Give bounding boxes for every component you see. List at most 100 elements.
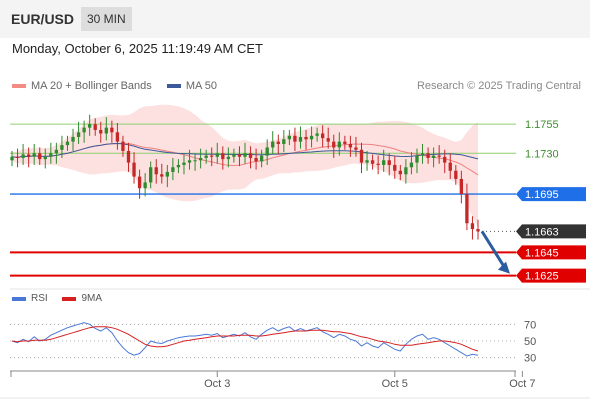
rsi-series-rsi bbox=[11, 322, 479, 357]
candle-body bbox=[365, 160, 369, 163]
candle-body bbox=[82, 127, 86, 133]
candle-body bbox=[459, 178, 464, 195]
x-tick-label-oct-7: Oct 7 bbox=[509, 378, 535, 390]
ma50-legend-label: MA 50 bbox=[185, 80, 218, 93]
candle-body bbox=[393, 164, 397, 171]
candle-body bbox=[160, 174, 164, 177]
bb-legend-swatch bbox=[12, 84, 26, 89]
rsi-tick-70: 70 bbox=[524, 319, 536, 331]
candle-body bbox=[404, 167, 408, 175]
level-tag-1.1645 bbox=[516, 245, 586, 260]
symbol-label[interactable]: EUR/USD bbox=[11, 11, 75, 27]
candle-body bbox=[54, 149, 59, 154]
level-label-1.1730: 1.1730 bbox=[525, 148, 559, 160]
candle-body bbox=[154, 167, 158, 175]
candle-body bbox=[321, 133, 325, 139]
rsi-ma-legend-swatch bbox=[62, 296, 77, 301]
ma50-legend-swatch bbox=[166, 84, 181, 89]
candle-body bbox=[143, 182, 147, 189]
candle-body bbox=[254, 157, 258, 162]
forecast-arrow-line bbox=[480, 230, 508, 271]
candle-body bbox=[259, 155, 264, 162]
candle-body bbox=[171, 167, 175, 172]
candle-body bbox=[326, 138, 330, 142]
forecast-arrow-head bbox=[498, 261, 510, 274]
candle-body bbox=[282, 139, 286, 144]
candle-body bbox=[271, 141, 275, 148]
candle-body bbox=[88, 124, 92, 128]
candle-body bbox=[76, 132, 81, 137]
candle-body bbox=[104, 127, 108, 134]
candle-body bbox=[348, 143, 353, 148]
chart-timestamp: Monday, October 6, 2025 11:19:49 AM CET bbox=[12, 41, 263, 56]
candle-body bbox=[193, 160, 197, 162]
candle-body bbox=[65, 141, 70, 146]
candle-body bbox=[210, 155, 214, 157]
candle-body bbox=[415, 155, 419, 163]
candle-body bbox=[60, 145, 64, 150]
candle-body bbox=[21, 154, 25, 158]
level-tag-1.1663 bbox=[516, 224, 586, 239]
candle-body bbox=[343, 141, 347, 144]
rsi-legend: RSI 9MA bbox=[12, 293, 102, 304]
candle-body bbox=[132, 162, 136, 177]
candle-body bbox=[232, 154, 236, 157]
candle-body bbox=[93, 124, 97, 130]
chart-legend: MA 20 + Bollinger Bands MA 50 bbox=[12, 80, 217, 92]
candle-body bbox=[298, 136, 303, 142]
candle-body bbox=[448, 162, 452, 171]
candle-body bbox=[215, 153, 219, 157]
candle-body bbox=[71, 136, 75, 142]
candle-body bbox=[137, 176, 142, 189]
rsi-tick-30: 30 bbox=[524, 353, 536, 365]
candle-body bbox=[187, 160, 192, 163]
bollinger-band bbox=[12, 104, 478, 228]
candle-body bbox=[38, 153, 42, 160]
candle-body bbox=[182, 162, 186, 165]
candle-body bbox=[431, 155, 436, 158]
level-tag-1.1625 bbox=[516, 268, 586, 283]
level-label-1.1645: 1.1645 bbox=[525, 247, 559, 259]
candle-body bbox=[470, 223, 475, 230]
x-tick-label-oct-3: Oct 3 bbox=[204, 378, 230, 390]
candle-body bbox=[409, 162, 414, 168]
candle-body bbox=[276, 141, 280, 144]
rsi-ma-legend-label: 9MA bbox=[81, 293, 103, 304]
bb-legend-label: MA 20 + Bollinger Bands bbox=[31, 80, 152, 93]
level-tag-1.1695 bbox=[516, 187, 586, 202]
candle-body bbox=[337, 141, 341, 148]
candle-body bbox=[304, 136, 308, 140]
candle-body bbox=[476, 229, 480, 232]
candle-body bbox=[49, 153, 53, 157]
header-bar: EUR/USD 30 MIN bbox=[0, 0, 590, 38]
timeframe-button[interactable]: 30 MIN bbox=[81, 7, 132, 31]
candle-body bbox=[370, 160, 375, 164]
candle-body bbox=[243, 153, 247, 157]
level-label-1.1663: 1.1663 bbox=[525, 226, 559, 238]
candle-body bbox=[465, 194, 469, 224]
candle-body bbox=[110, 127, 114, 133]
candle-body bbox=[165, 171, 169, 177]
candle-body bbox=[376, 163, 380, 165]
candle-body bbox=[382, 160, 386, 165]
candle-body bbox=[437, 155, 441, 157]
candle-body bbox=[226, 156, 231, 160]
candle-body bbox=[443, 156, 447, 163]
level-label-1.1625: 1.1625 bbox=[525, 271, 559, 283]
rsi-series-9ma bbox=[11, 326, 479, 352]
candle-body bbox=[149, 167, 153, 183]
candle-body bbox=[293, 135, 297, 142]
candle-body bbox=[15, 156, 20, 158]
candle-body bbox=[198, 157, 203, 161]
candle-body bbox=[420, 153, 425, 156]
candle-body bbox=[26, 154, 31, 157]
rsi-legend-swatch bbox=[12, 296, 26, 301]
candle-body bbox=[387, 160, 391, 165]
candle-body bbox=[332, 141, 336, 148]
credit-text: Research © 2025 Trading Central bbox=[416, 80, 581, 92]
rsi-tick-50: 50 bbox=[524, 336, 536, 348]
x-tick-label-oct-5: Oct 5 bbox=[382, 378, 408, 390]
candle-body bbox=[121, 141, 125, 151]
candle-body bbox=[204, 155, 208, 158]
